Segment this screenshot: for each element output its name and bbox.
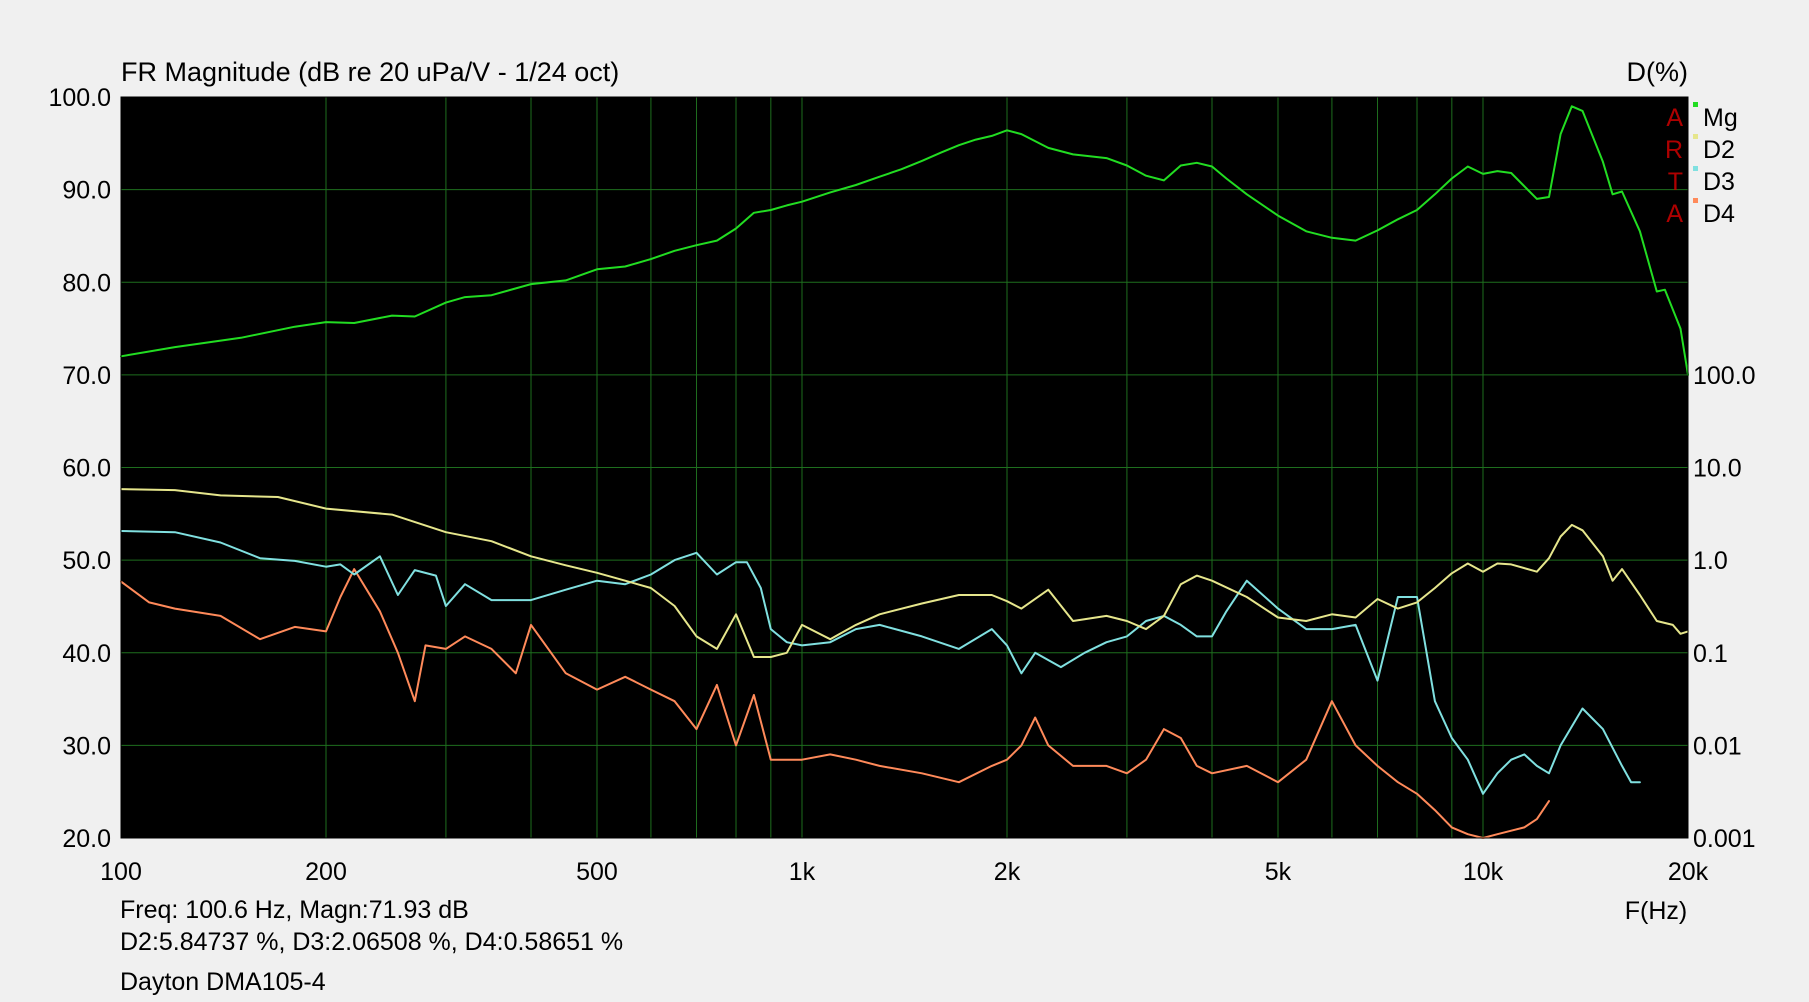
- chart-title: FR Magnitude (dB re 20 uPa/V - 1/24 oct): [121, 57, 619, 87]
- left-tick-label: 90.0: [62, 177, 111, 205]
- right-tick-label: 100.0: [1693, 362, 1756, 390]
- legend-entry-d3: D3: [1703, 168, 1735, 196]
- status-device-name: Dayton DMA105-4: [120, 968, 326, 996]
- left-tick-label: 30.0: [62, 732, 111, 760]
- left-tick-label: 40.0: [62, 640, 111, 668]
- x-tick-label: 1k: [789, 858, 816, 886]
- x-axis-label: F(Hz): [1625, 897, 1687, 925]
- left-axis-ticks: 20.0 30.0 40.0 50.0 60.0 70.0 80.0 90.0 100.0: [48, 84, 111, 853]
- right-axis-title: D(%): [1627, 57, 1689, 87]
- x-tick-label: 500: [576, 858, 618, 886]
- right-tick-label: 10.0: [1693, 455, 1742, 483]
- x-tick-label: 100: [100, 858, 142, 886]
- left-tick-label: 100.0: [48, 84, 111, 112]
- right-tick-label: 0.01: [1693, 732, 1742, 760]
- legend-swatch-mg: [1693, 102, 1698, 107]
- x-tick-label: 10k: [1463, 858, 1504, 886]
- right-tick-label: 0.001: [1693, 825, 1756, 853]
- legend-swatch-d3: [1693, 166, 1698, 171]
- legend-entry-d2: D2: [1703, 136, 1735, 164]
- series-line-d2: [120, 488, 1689, 658]
- legend-swatch-d4: [1693, 198, 1698, 203]
- legend: A Mg R D2 T D3 A D4: [1665, 102, 1738, 228]
- legend-entry-mg: Mg: [1703, 104, 1738, 132]
- x-axis-ticks: 100 200 500 1k 2k 5k 10k 20k: [100, 858, 1709, 886]
- legend-tag: T: [1668, 168, 1683, 196]
- status-distortion-values: D2:5.84737 %, D3:2.06508 %, D4:0.58651 %: [120, 928, 624, 956]
- series-line-mg: [120, 105, 1689, 376]
- right-tick-label: 0.1: [1693, 640, 1728, 668]
- status-freq-magnitude: Freq: 100.6 Hz, Magn:71.93 dB: [120, 896, 469, 924]
- x-tick-label: 20k: [1668, 858, 1709, 886]
- legend-entry-d4: D4: [1703, 200, 1735, 228]
- series-line-d3: [120, 530, 1641, 795]
- x-tick-label: 200: [305, 858, 347, 886]
- left-tick-label: 50.0: [62, 547, 111, 575]
- legend-swatch-d2: [1693, 134, 1698, 139]
- series-lines: [120, 105, 1689, 839]
- plot-frame: [120, 96, 1689, 839]
- left-tick-label: 60.0: [62, 455, 111, 483]
- right-tick-label: 1.0: [1693, 547, 1728, 575]
- right-axis-ticks: 0.001 0.01 0.1 1.0 10.0 100.0: [1693, 362, 1756, 853]
- series-line-d4: [120, 568, 1550, 839]
- legend-tag: R: [1665, 136, 1683, 164]
- left-tick-label: 70.0: [62, 362, 111, 390]
- legend-tag: A: [1666, 200, 1683, 228]
- x-tick-label: 2k: [994, 858, 1021, 886]
- left-tick-label: 20.0: [62, 825, 111, 853]
- x-tick-label: 5k: [1265, 858, 1292, 886]
- left-tick-label: 80.0: [62, 269, 111, 297]
- legend-tag: A: [1666, 104, 1683, 132]
